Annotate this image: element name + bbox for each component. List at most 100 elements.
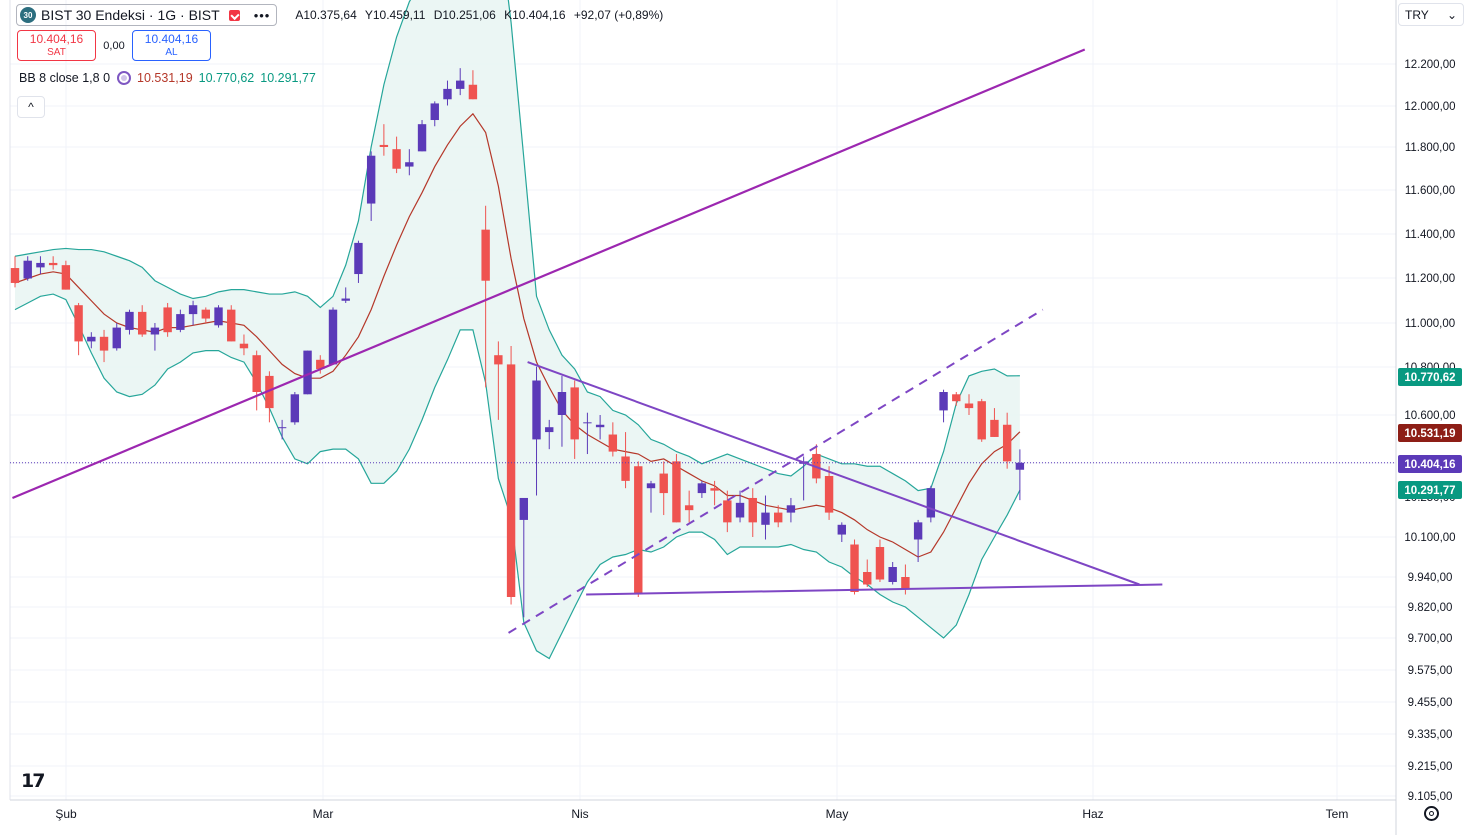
chart-settings-icon[interactable] <box>1424 806 1439 821</box>
candle-body <box>735 502 745 518</box>
indicator-legend[interactable]: BB 8 close 1,8 0 10.531,19 10.770,62 10.… <box>19 71 316 85</box>
bollinger-upper-line <box>14 0 1020 492</box>
drawing-lines[interactable] <box>10 48 1396 634</box>
price-axis-label: 10.100,00 <box>1404 532 1455 544</box>
candle-body <box>621 456 630 481</box>
candle-body <box>214 307 223 326</box>
candle-body <box>570 387 579 440</box>
candle-body <box>316 359 325 369</box>
long-trendline[interactable] <box>12 48 1086 499</box>
candle-body <box>48 262 58 266</box>
price-tag-label: 10.770,62 <box>1404 372 1455 384</box>
candle-body <box>583 422 592 424</box>
chart-grid <box>9 0 1397 835</box>
price-axis-label: 9.820,00 <box>1408 602 1453 614</box>
price-axis-label: 12.000,00 <box>1404 101 1455 113</box>
candle-body <box>901 577 910 590</box>
symbol-logo-icon: 30 <box>20 7 36 23</box>
candle-body <box>290 394 300 423</box>
tradingview-logo[interactable]: 17 <box>21 770 45 792</box>
price-axis[interactable]: 12.200,00 12.000,00 11.800,00 11.600,00 11.4… <box>1398 59 1462 803</box>
indicator-upper-value: 10.770,62 <box>198 71 255 85</box>
candle-body <box>265 375 274 409</box>
currency-label: TRY <box>1405 7 1429 22</box>
candle-body <box>952 394 961 402</box>
price-axis-label: 9.940,00 <box>1408 572 1453 584</box>
candle-body <box>595 424 605 428</box>
price-axis-label: 12.200,00 <box>1404 59 1455 71</box>
candle-body <box>176 314 185 330</box>
price-axis-label: 11.200,00 <box>1405 273 1455 285</box>
collapse-legend-button[interactable]: ^ <box>17 96 45 118</box>
buy-label: AL <box>165 47 178 58</box>
candle-body <box>774 512 783 523</box>
time-axis[interactable]: Şub Mar Nis May Haz Tem <box>55 807 1348 821</box>
candle-body <box>494 355 503 365</box>
price-axis-label: 9.700,00 <box>1408 633 1453 645</box>
price-axis-label: 11.000,00 <box>1405 318 1455 330</box>
candle-body <box>824 476 834 513</box>
candle-body <box>112 327 121 349</box>
candle-body <box>341 298 350 301</box>
buy-button[interactable]: 10.404,16 AL <box>132 30 211 61</box>
price-tag-bg <box>1398 424 1462 442</box>
price-tag-label: 10.291,77 <box>1404 485 1455 497</box>
triangle-base[interactable] <box>586 583 1163 596</box>
candle-body <box>1015 462 1025 470</box>
candle-body <box>837 524 846 535</box>
dashed-channel[interactable] <box>508 308 1044 634</box>
currency-selector[interactable]: TRY ⌄ <box>1398 3 1464 26</box>
candle-body <box>125 311 134 330</box>
candle-body <box>863 572 872 585</box>
indicator-name[interactable]: BB 8 close 1,8 0 <box>19 71 111 85</box>
candle-body <box>417 124 427 152</box>
price-axis-label: 9.105,00 <box>1408 791 1453 803</box>
candle-body <box>723 500 732 523</box>
candle-body <box>150 327 160 335</box>
candle-body <box>468 84 478 100</box>
candle-body <box>659 473 668 494</box>
candle-body <box>392 149 401 169</box>
candle-body <box>252 355 261 392</box>
buy-price: 10.404,16 <box>144 32 199 46</box>
candle-body <box>188 305 198 315</box>
symbol-selector[interactable]: 30 BIST 30 Endeksi · 1G · BIST ••• <box>16 4 278 26</box>
sell-label: SAT <box>47 47 66 58</box>
sell-price: 10.404,16 <box>29 32 84 46</box>
candle-body <box>748 497 757 523</box>
candle-body <box>138 311 147 335</box>
time-axis-label: Haz <box>1082 807 1103 821</box>
candle-body <box>888 567 897 582</box>
descending-triangle-top[interactable] <box>527 361 1140 586</box>
candle-body <box>277 427 287 429</box>
candle-body <box>990 419 999 437</box>
chevron-down-icon: ⌄ <box>1446 7 1457 22</box>
candle-body <box>443 88 452 100</box>
spread-value: 0,00 <box>103 39 125 52</box>
candle-body <box>939 392 948 411</box>
candle-body <box>430 103 439 121</box>
candle-body <box>684 505 694 511</box>
candle-body <box>672 461 681 523</box>
time-axis-label: Nis <box>571 807 588 821</box>
candle-body <box>926 488 936 518</box>
candle-body <box>850 544 859 592</box>
candle-body <box>761 512 770 525</box>
price-tag-bg <box>1398 455 1462 473</box>
candle-body <box>1002 424 1012 462</box>
candle-body <box>786 505 796 513</box>
symbol-title[interactable]: BIST 30 Endeksi · 1G · BIST <box>41 7 220 23</box>
more-options-button[interactable]: ••• <box>253 7 271 23</box>
candle-body <box>456 80 465 89</box>
candle-body <box>506 364 516 597</box>
candle-body <box>201 309 210 319</box>
time-axis-label: Tem <box>1326 807 1349 821</box>
candle-body <box>977 401 986 440</box>
candle-body <box>163 307 172 333</box>
time-axis-label: May <box>826 807 849 821</box>
price-tag-label: 10.404,16 <box>1404 459 1455 471</box>
indicator-settings-icon[interactable] <box>117 71 132 85</box>
candle-body <box>481 229 490 281</box>
sell-button[interactable]: 10.404,16 SAT <box>17 30 96 61</box>
